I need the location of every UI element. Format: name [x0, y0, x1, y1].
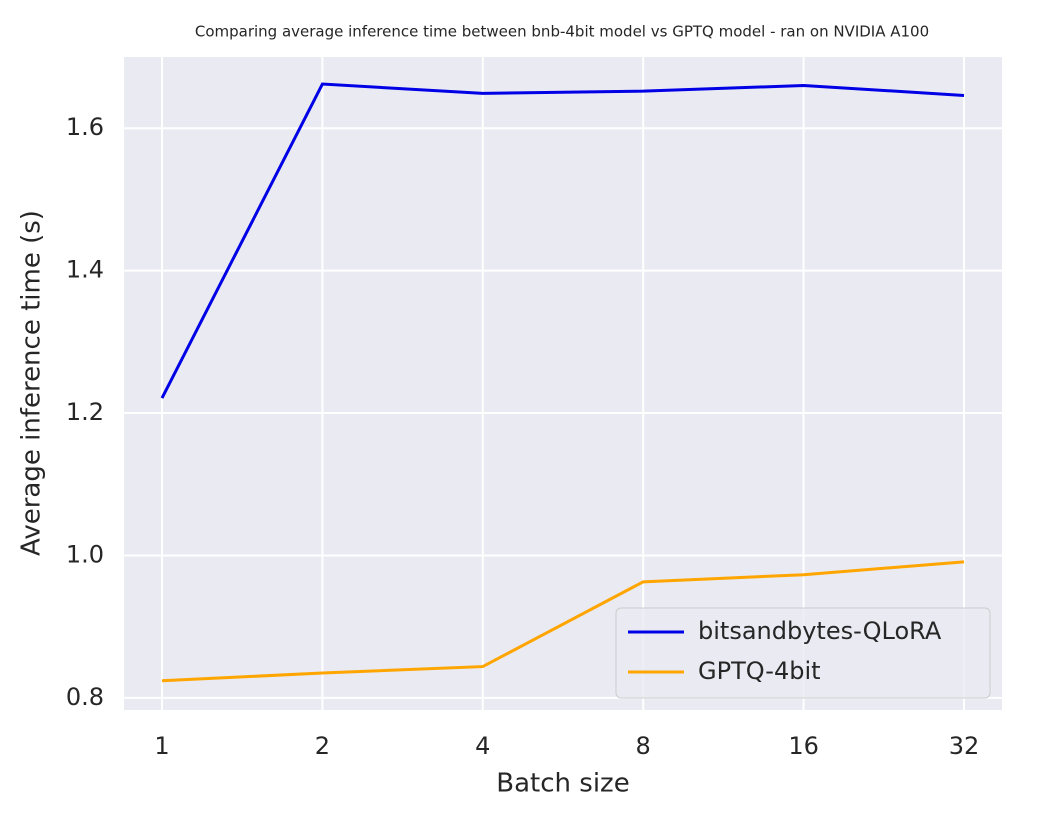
y-tick-label: 1.0: [66, 540, 104, 568]
y-tick-label: 1.2: [66, 398, 104, 426]
series-line: [160, 82, 965, 399]
x-tick-label: 2: [315, 732, 330, 760]
x-tick-label: 32: [949, 732, 980, 760]
series-line: [161, 560, 965, 683]
legend-label: bitsandbytes-QLoRA: [698, 617, 942, 645]
legend-label: GPTQ-4bit: [698, 657, 821, 685]
x-tick-label: 4: [475, 732, 490, 760]
x-axis-label: Batch size: [496, 769, 629, 799]
x-tick-label: 1: [154, 732, 169, 760]
y-tick-label: 1.4: [66, 256, 104, 284]
y-axis-label: Average inference time (s): [17, 210, 47, 556]
x-tick-label: 16: [788, 732, 819, 760]
y-tick-label: 0.8: [66, 683, 104, 711]
plot-area: [124, 57, 1002, 710]
legend-box: [615, 607, 991, 699]
chart-title: Comparing average inference time between…: [195, 23, 929, 41]
y-tick-label: 1.6: [66, 113, 104, 141]
x-tick-label: 8: [636, 732, 651, 760]
